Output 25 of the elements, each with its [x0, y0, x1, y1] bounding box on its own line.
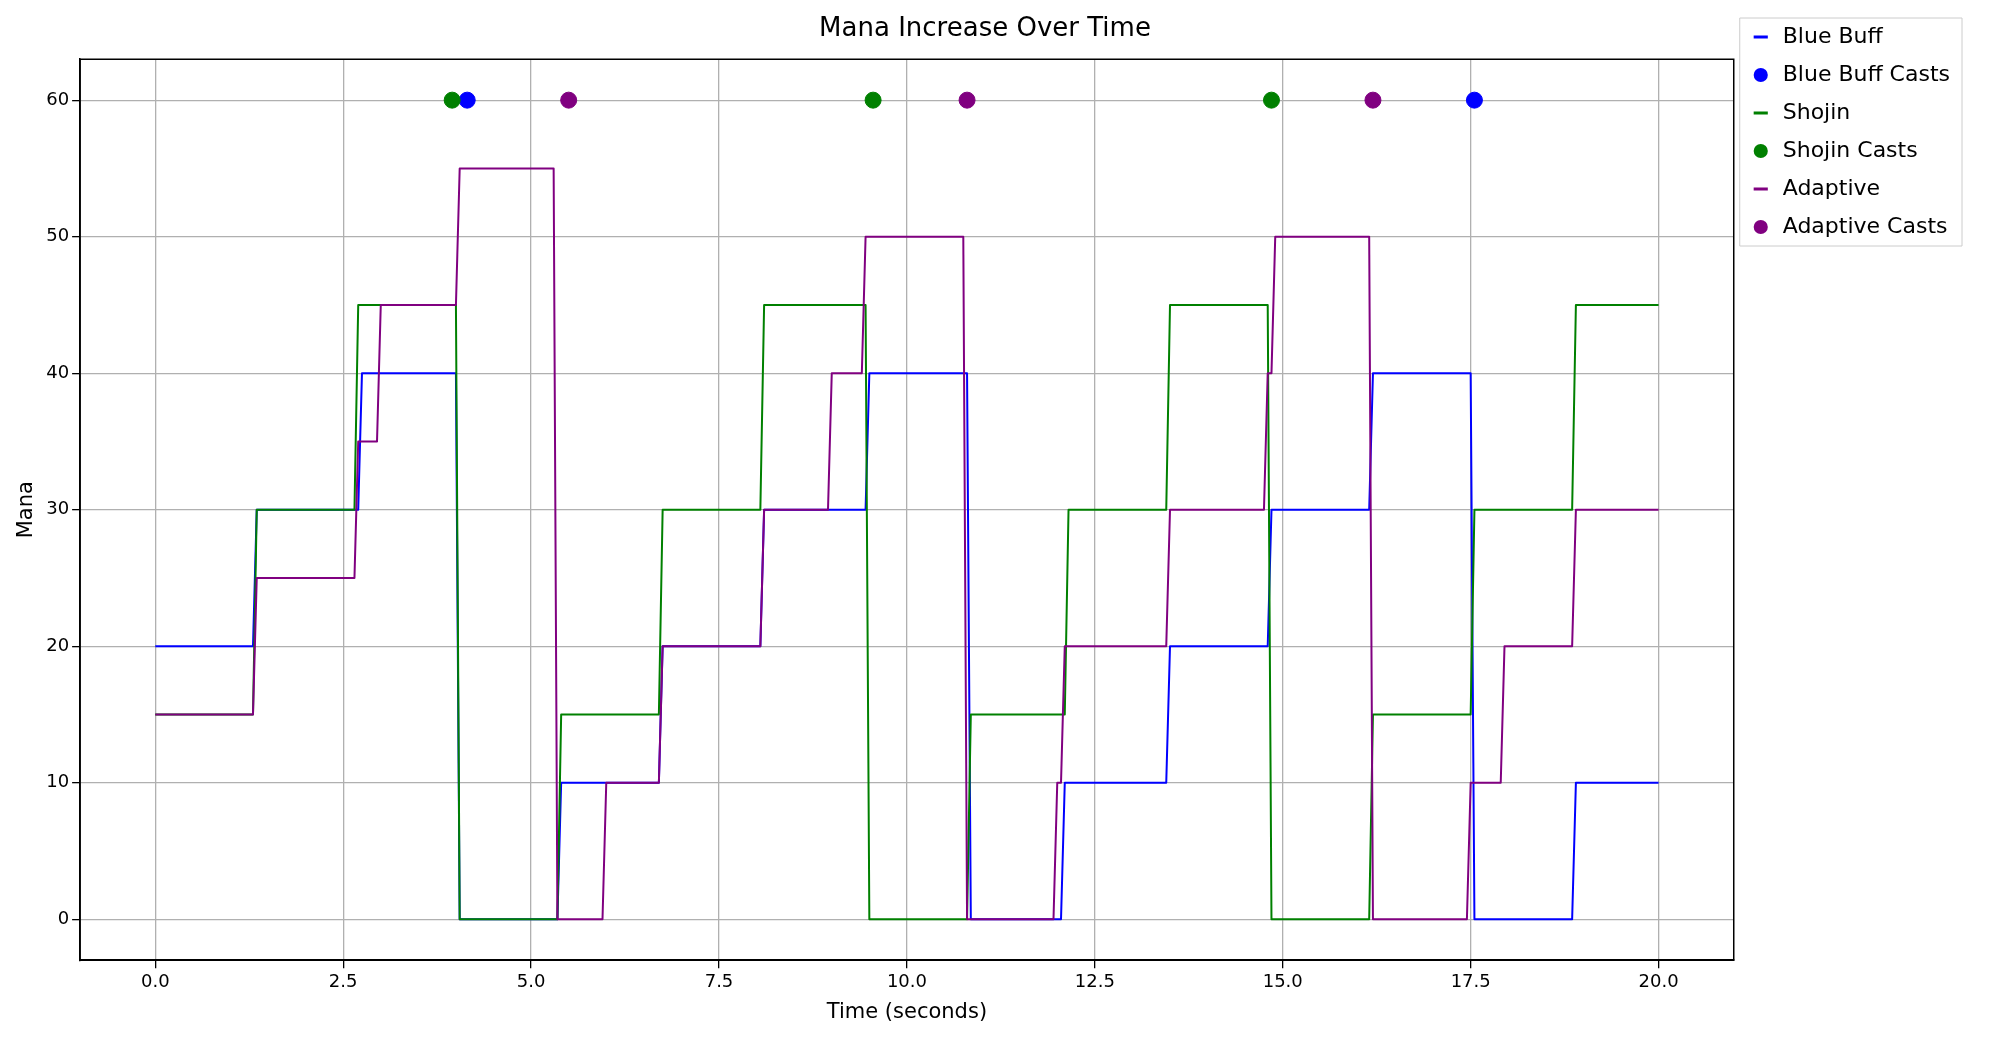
legend-label: Adaptive Casts: [1782, 212, 1948, 238]
x-tick-label: 20.0: [1638, 969, 1679, 991]
x-tick-label: 0.0: [140, 969, 170, 991]
x-tick-label: 2.5: [328, 969, 358, 991]
y-tick-label: 20: [46, 633, 70, 655]
legend-label: Blue Buff Casts: [1782, 60, 1951, 86]
y-tick-label: 50: [46, 224, 70, 246]
x-tick-label: 17.5: [1450, 969, 1491, 991]
legend-label: Shojin: [1782, 98, 1851, 124]
y-tick-label: 30: [46, 497, 70, 519]
y-tick-label: 0: [57, 906, 70, 928]
x-tick-label: 15.0: [1262, 969, 1303, 991]
x-tick-label: 10.0: [886, 969, 927, 991]
y-tick-label: 10: [46, 770, 70, 792]
legend-label: Adaptive: [1782, 174, 1881, 200]
chart-title: Mana Increase Over Time: [819, 12, 1151, 43]
x-tick-label: 7.5: [704, 969, 734, 991]
y-tick-label: 40: [46, 360, 70, 382]
x-tick-label: 5.0: [516, 969, 546, 991]
y-tick-label: 60: [46, 87, 70, 109]
legend-label: Shojin Casts: [1782, 136, 1918, 162]
legend-label: Blue Buff: [1782, 22, 1884, 48]
y-axis-title: Mana: [13, 481, 38, 539]
x-tick-label: 12.5: [1074, 969, 1115, 991]
x-axis-title: Time (seconds): [825, 998, 988, 1023]
